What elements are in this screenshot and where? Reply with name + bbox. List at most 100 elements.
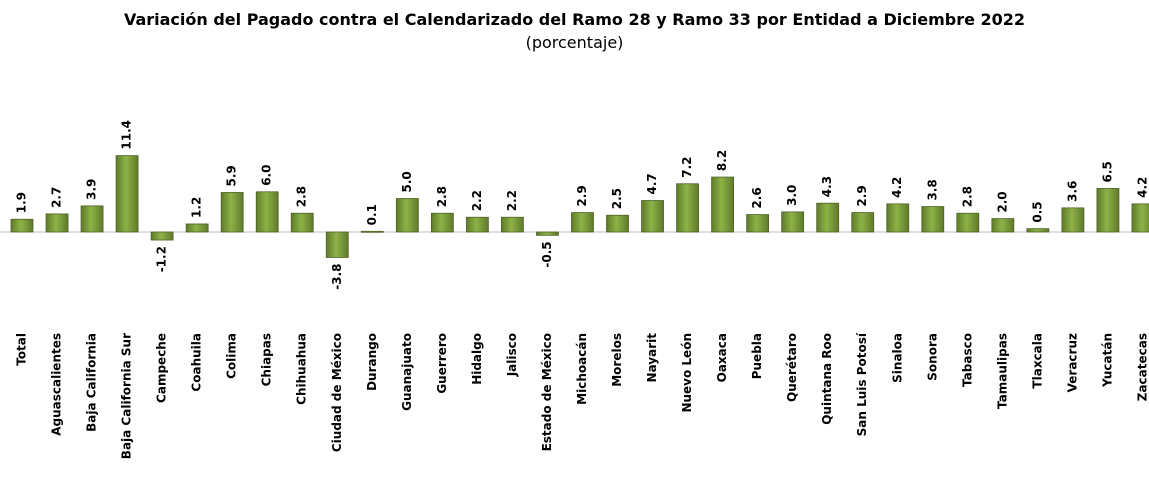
chart-title: Variación del Pagado contra el Calendari… xyxy=(123,10,1026,29)
value-label: 2.9 xyxy=(575,185,589,206)
value-label: -1.2 xyxy=(155,246,169,272)
bar xyxy=(501,216,524,233)
bar xyxy=(956,212,980,233)
value-label: 0.1 xyxy=(365,204,379,225)
value-label: -3.8 xyxy=(330,263,344,289)
bar xyxy=(255,191,279,233)
value-label: 3.6 xyxy=(1065,181,1079,202)
x-tick-label: Nayarit xyxy=(645,333,659,383)
value-label: 2.9 xyxy=(855,185,869,206)
bar xyxy=(185,223,209,233)
x-tick-label: Yucatán xyxy=(1100,333,1114,388)
value-label: 2.6 xyxy=(750,187,764,208)
value-label: 2.0 xyxy=(995,191,1009,212)
bar xyxy=(851,212,875,233)
value-label: 2.2 xyxy=(505,190,519,211)
header: Variación del Pagado contra el Calendari… xyxy=(0,8,1149,54)
bar xyxy=(430,212,454,233)
x-tick-label: Sinaloa xyxy=(890,333,904,383)
bar xyxy=(991,218,1015,233)
value-label: 4.7 xyxy=(645,173,659,194)
value-label: 5.9 xyxy=(225,165,239,186)
x-tick-label: Guerrero xyxy=(435,333,449,394)
value-label: 1.9 xyxy=(15,192,29,213)
x-tick-label: Oaxaca xyxy=(715,333,729,382)
x-tick-label: Estado de México xyxy=(540,333,554,451)
x-tick-label: Morelos xyxy=(610,333,624,387)
bar xyxy=(10,218,34,233)
x-tick-label: Baja California Sur xyxy=(120,333,134,459)
value-label: 2.8 xyxy=(435,186,449,207)
x-tick-label: Total xyxy=(15,333,29,366)
value-label: 8.2 xyxy=(715,150,729,171)
x-tick-label: Campeche xyxy=(155,333,169,403)
value-label: 3.8 xyxy=(925,179,939,200)
bar xyxy=(1061,207,1085,233)
bar xyxy=(886,203,910,233)
bar xyxy=(571,212,594,233)
value-label: 11.4 xyxy=(120,120,134,150)
value-label: 4.2 xyxy=(1135,177,1149,198)
bar xyxy=(536,231,559,236)
x-tick-label: Michoacán xyxy=(575,333,589,405)
bar xyxy=(395,198,419,233)
value-label: 2.8 xyxy=(295,186,309,207)
value-label: 2.8 xyxy=(960,186,974,207)
bar xyxy=(606,214,629,233)
bar xyxy=(1026,228,1050,233)
bar xyxy=(45,213,69,233)
bar xyxy=(816,202,840,233)
bar xyxy=(641,200,664,233)
bar xyxy=(921,206,945,233)
x-tick-label: Quintana Roo xyxy=(820,333,834,425)
x-tick-label: Jalisco xyxy=(505,333,519,377)
bar xyxy=(220,192,244,233)
x-tick-label: Tamaulipas xyxy=(995,333,1009,409)
x-tick-label: Hidalgo xyxy=(470,333,484,385)
bar xyxy=(746,214,770,233)
bar xyxy=(150,231,174,241)
value-label: 0.5 xyxy=(1030,201,1044,222)
x-tick-label: Nuevo León xyxy=(680,333,694,413)
value-label: 2.5 xyxy=(610,188,624,209)
x-tick-label: Durango xyxy=(365,333,379,391)
value-label: 4.3 xyxy=(820,176,834,197)
bar xyxy=(1096,188,1120,233)
bar xyxy=(325,231,349,258)
chart-subtitle: (porcentaje) xyxy=(525,33,624,52)
x-tick-label: Sonora xyxy=(925,333,939,381)
x-tick-label: Tlaxcala xyxy=(1030,333,1044,389)
value-label: 2.7 xyxy=(50,187,64,208)
value-label: 1.2 xyxy=(190,197,204,218)
bar xyxy=(711,176,734,233)
bar xyxy=(465,216,489,233)
bar xyxy=(676,183,699,233)
x-tick-label: Veracruz xyxy=(1065,333,1079,392)
x-tick-label: Chiapas xyxy=(260,333,274,386)
x-tick-label: Ciudad de México xyxy=(330,333,344,452)
value-label: 6.0 xyxy=(260,165,274,186)
x-tick-label: Chihuahua xyxy=(295,333,309,405)
value-label: 4.2 xyxy=(890,177,904,198)
value-label: 3.0 xyxy=(785,185,799,206)
x-tick-label: Baja California xyxy=(85,333,99,432)
bar xyxy=(1131,203,1149,233)
value-label: -0.5 xyxy=(540,241,554,267)
x-tick-label: Colima xyxy=(225,333,239,379)
bar xyxy=(80,205,104,233)
value-label: 3.9 xyxy=(85,179,99,200)
x-tick-label: San Luis Potosí xyxy=(855,332,869,436)
value-label: 5.0 xyxy=(400,171,414,192)
bar xyxy=(360,230,384,233)
x-tick-label: Zacatecas xyxy=(1135,333,1149,401)
value-label: 6.5 xyxy=(1100,161,1114,182)
x-tick-label: Coahuila xyxy=(190,333,204,392)
bar xyxy=(781,211,805,233)
x-tick-label: Puebla xyxy=(750,333,764,379)
x-tick-label: Guanajuato xyxy=(400,333,414,411)
value-label: 7.2 xyxy=(680,156,694,177)
x-tick-label: Aguascalientes xyxy=(50,333,64,436)
x-tick-label: Tabasco xyxy=(960,333,974,387)
